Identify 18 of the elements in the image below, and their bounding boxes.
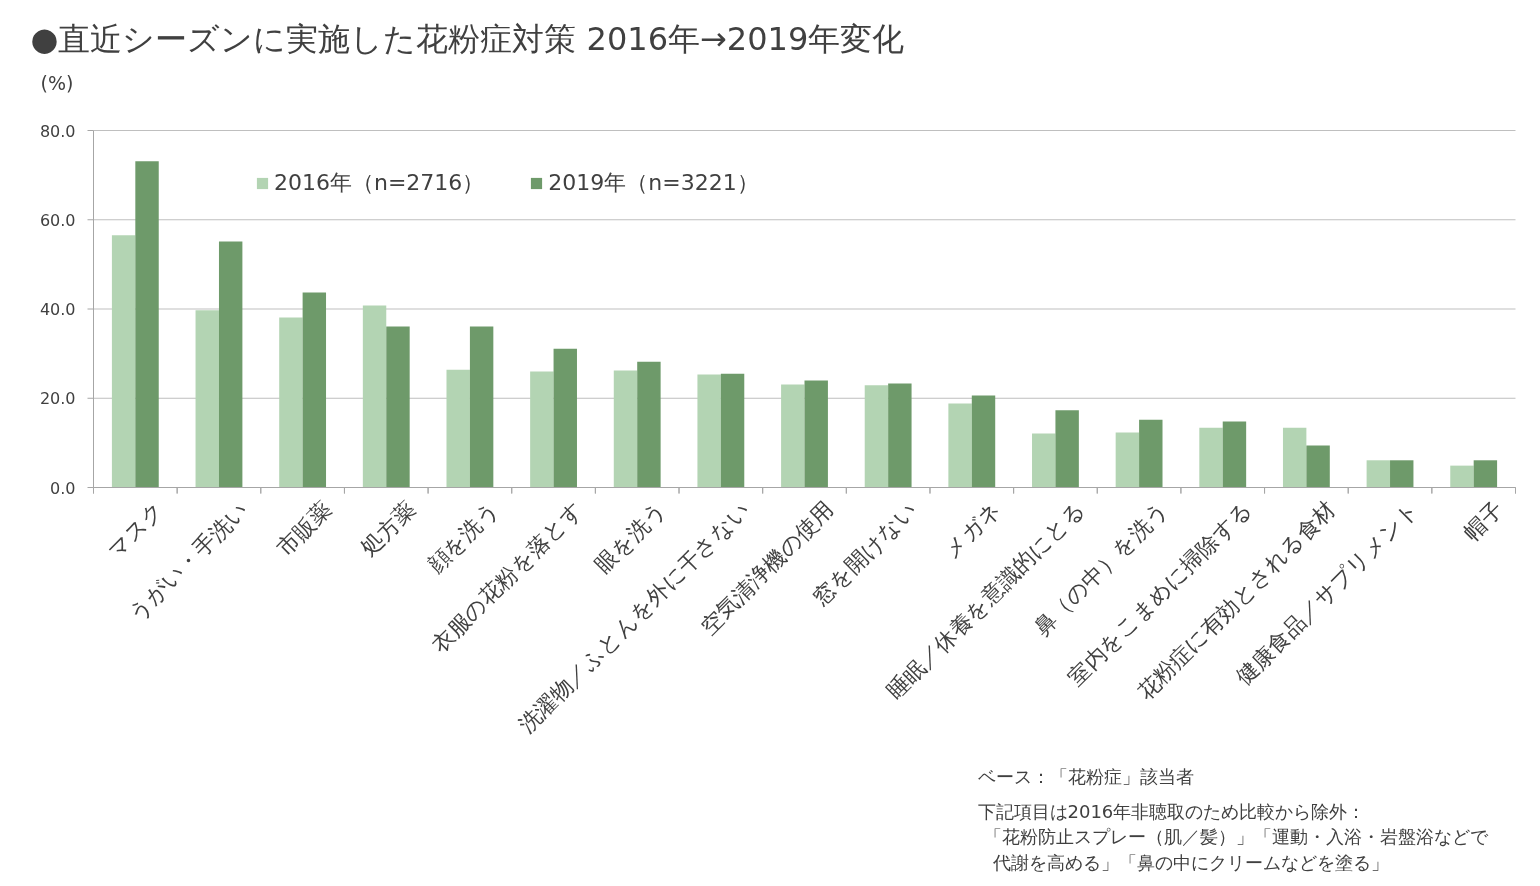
y-tick-label: 20.0: [39, 389, 76, 409]
x-tick-label: 帽子: [1458, 496, 1508, 546]
chart-title: ●直近シーズンに実施した花粉症対策 2016年→2019年変化: [30, 19, 905, 58]
y-tick-label: 40.0: [39, 300, 76, 319]
y-tick-label: 80.0: [39, 121, 76, 141]
text: 下記項目は2016年非聴取のため比較から除外：: [977, 801, 1366, 822]
text: ベース：「花粉症」該当者: [977, 766, 1194, 787]
legend-label: 2016年（n=2716）: [274, 169, 485, 197]
text: 代謝を高める」「鼻の中にクリームなどを塗る」: [991, 852, 1389, 873]
x-tick-label: マスク: [102, 496, 170, 564]
x-tick-label: 市販薬: [272, 496, 337, 562]
y-axis-title: (%): [40, 71, 74, 94]
text: 「花粉防止スプレー（肌／髪）」「運動・入浴・岩盤浴などで: [983, 826, 1489, 847]
y-tick-label: 60.0: [39, 210, 76, 230]
y-tick-label: 0.0: [50, 478, 76, 498]
x-tick-label: 処方薬: [355, 496, 421, 562]
x-tick-label: メガネ: [939, 496, 1006, 564]
legend-label: 2019年（n=3221）: [548, 169, 759, 197]
